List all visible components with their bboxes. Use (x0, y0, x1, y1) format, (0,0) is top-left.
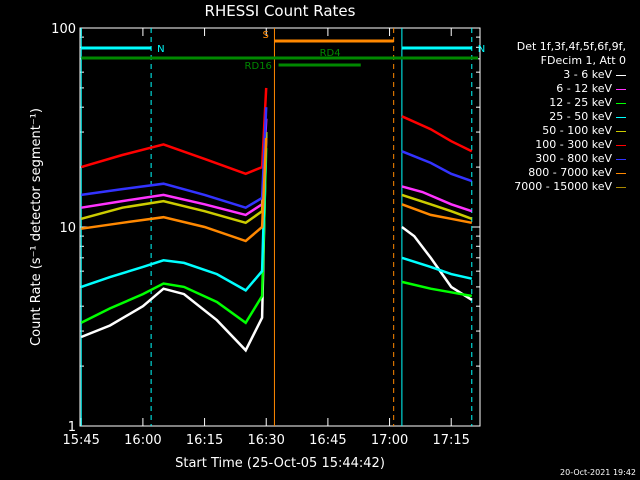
x-tick-label: 16:45 (309, 433, 346, 448)
footer-timestamp: 20-Oct-2021 19:42 (560, 468, 636, 477)
series-line-2 (80, 147, 268, 325)
flag-label: N (157, 44, 164, 55)
flag-label: S (262, 30, 268, 41)
x-tick-label: 17:15 (432, 433, 469, 448)
series-group (80, 87, 473, 353)
legend-entry: 12 - 25 keV (549, 96, 626, 109)
series-line-0 (401, 225, 473, 301)
series-line-4 (80, 132, 268, 225)
legend-swatch (616, 145, 626, 146)
x-tick-label: 16:30 (247, 433, 284, 448)
legend-label: 800 - 7000 keV (528, 166, 612, 179)
legend-entry: 50 - 100 keV (542, 124, 626, 137)
y-tick-label: 100 (51, 22, 76, 37)
y-tick-label: 10 (59, 221, 76, 236)
legend-swatch (616, 103, 626, 104)
legend-entry: 7000 - 15000 keV (514, 180, 626, 193)
legend-entry: 800 - 7000 keV (528, 166, 626, 179)
legend-label: 300 - 800 keV (535, 152, 612, 165)
series-line-6 (401, 150, 473, 183)
legend-swatch (616, 117, 626, 118)
flag-label: N (478, 44, 485, 55)
series-line-7 (401, 203, 473, 225)
x-axis-label: Start Time (25-Oct-05 15:44:42) (175, 456, 385, 471)
legend-label: 12 - 25 keV (549, 96, 612, 109)
x-tick-label: 16:15 (186, 433, 223, 448)
annotations: N N S RD4 RD16 (80, 28, 485, 426)
chart-title: RHESSI Count Rates (205, 2, 356, 20)
series-line-5 (401, 115, 473, 153)
axis-ticks: 15:45 16:00 16:15 16:30 16:45 17:00 17:15 1 10 10… (51, 22, 480, 448)
legend-label: 25 - 50 keV (549, 110, 612, 123)
series-line-1 (81, 118, 268, 217)
legend-entry: 300 - 800 keV (535, 152, 626, 165)
legend-label: 6 - 12 keV (556, 82, 612, 95)
legend-entry: 6 - 12 keV (556, 82, 626, 95)
x-tick-label: 17:00 (371, 433, 408, 448)
legend-swatch (616, 187, 626, 188)
flag-label: RD4 (320, 48, 341, 59)
series-line-3 (401, 256, 473, 280)
x-tick-label: 16:00 (124, 433, 161, 448)
legend-swatch (616, 89, 626, 90)
series-line-2 (401, 280, 473, 298)
series-line-1 (401, 185, 473, 213)
legend-swatch (616, 173, 626, 174)
legend-entry: 3 - 6 keV (563, 68, 626, 81)
legend-swatch (616, 75, 626, 76)
series-line-5 (80, 87, 268, 176)
legend-entry: 100 - 300 keV (535, 138, 626, 151)
series-line-4 (401, 193, 473, 220)
legend-label: 100 - 300 keV (535, 138, 612, 151)
legend-label: 3 - 6 keV (563, 68, 612, 81)
series-line-3 (80, 132, 268, 292)
plot-frame (79, 27, 481, 427)
y-axis-label: Count Rate (s⁻¹ detector segment⁻¹) (29, 108, 44, 346)
series-line-6 (81, 107, 268, 210)
series-line-7 (81, 137, 268, 243)
legend-swatch (616, 159, 626, 160)
legend-swatch (616, 131, 626, 132)
legend-header-line-2: FDecim 1, Att 0 (540, 54, 626, 67)
series-line-0 (80, 132, 268, 353)
legend-label: 7000 - 15000 keV (514, 180, 612, 193)
legend-entry: 25 - 50 keV (549, 110, 626, 123)
legend-header-line-1: Det 1f,3f,4f,5f,6f,9f, (516, 40, 626, 53)
y-tick-label: 1 (68, 420, 76, 435)
x-tick-label: 15:45 (62, 433, 99, 448)
legend-label: 50 - 100 keV (542, 124, 612, 137)
flag-label: RD16 (245, 61, 272, 72)
